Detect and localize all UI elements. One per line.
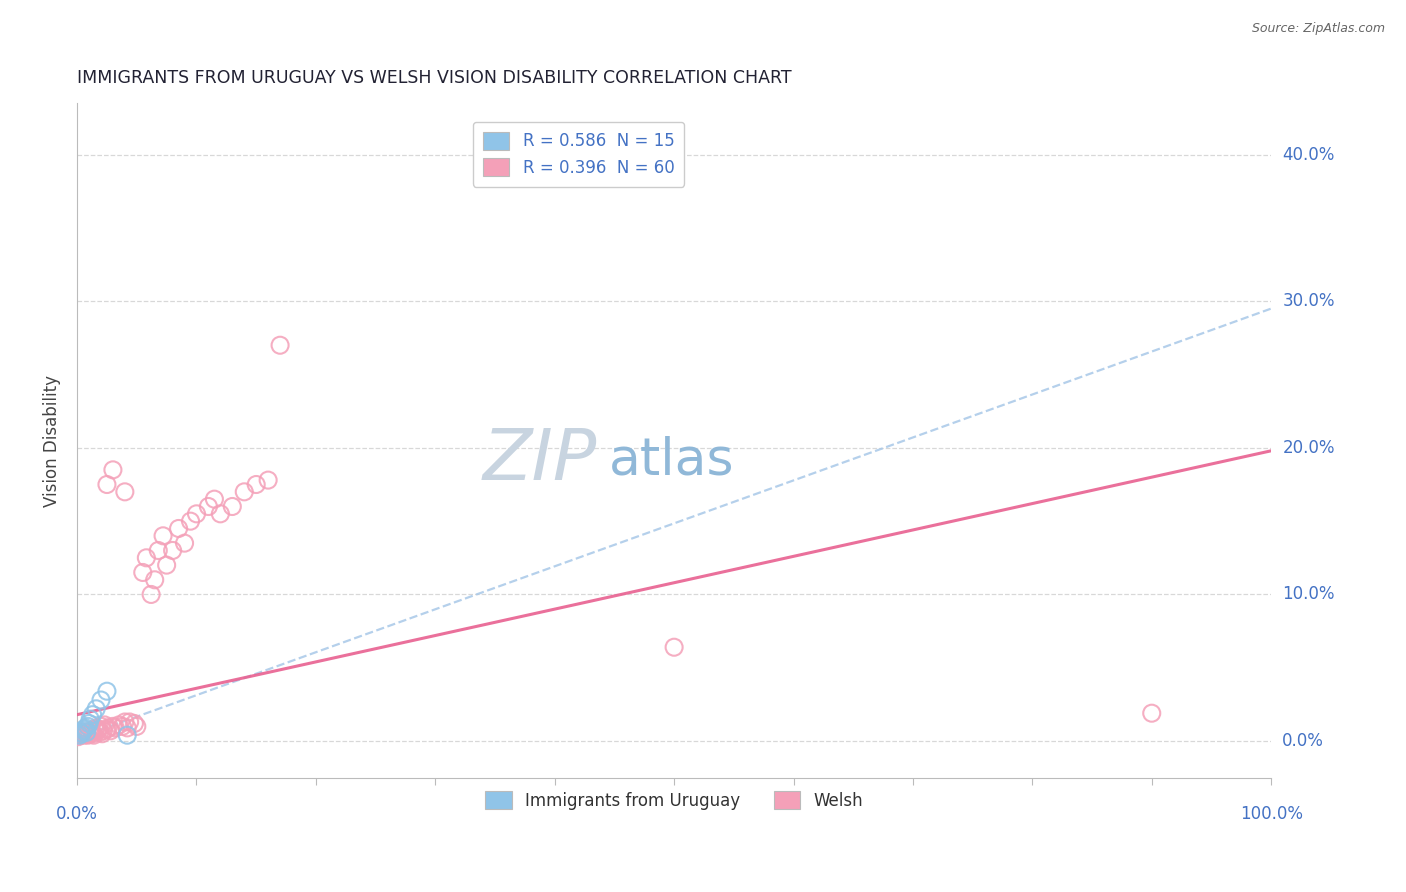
Text: 0.0%: 0.0% — [1282, 732, 1324, 750]
Point — [257, 473, 280, 487]
Legend: Immigrants from Uruguay, Welsh: Immigrants from Uruguay, Welsh — [475, 781, 873, 820]
Point — [73, 723, 96, 737]
Text: atlas: atlas — [609, 436, 734, 486]
Point — [90, 719, 112, 733]
Point — [69, 727, 91, 741]
Point — [82, 707, 104, 722]
Point — [84, 702, 107, 716]
Point — [93, 718, 115, 732]
Point — [156, 558, 179, 573]
Point — [100, 723, 122, 738]
Point — [202, 492, 225, 507]
Point — [67, 730, 90, 744]
Point — [152, 529, 174, 543]
Point — [148, 543, 170, 558]
Text: 30.0%: 30.0% — [1282, 293, 1334, 310]
Point — [76, 725, 98, 739]
Point — [87, 723, 110, 737]
Text: ZIP: ZIP — [482, 426, 596, 495]
Point — [104, 721, 127, 735]
Text: IMMIGRANTS FROM URUGUAY VS WELSH VISION DISABILITY CORRELATION CHART: IMMIGRANTS FROM URUGUAY VS WELSH VISION … — [77, 69, 792, 87]
Point — [114, 484, 136, 499]
Point — [75, 721, 97, 735]
Point — [76, 728, 98, 742]
Point — [69, 728, 91, 742]
Point — [139, 587, 162, 601]
Point — [96, 477, 118, 491]
Y-axis label: Vision Disability: Vision Disability — [44, 375, 60, 507]
Point — [76, 727, 98, 741]
Point — [1140, 706, 1163, 721]
Point — [97, 721, 120, 735]
Point — [132, 566, 155, 580]
Point — [76, 719, 98, 733]
Text: 10.0%: 10.0% — [1282, 585, 1334, 604]
Point — [125, 719, 148, 733]
Text: 40.0%: 40.0% — [1282, 145, 1334, 163]
Point — [79, 727, 101, 741]
Text: 0.0%: 0.0% — [56, 805, 98, 823]
Point — [101, 719, 124, 733]
Point — [77, 716, 100, 731]
Point — [69, 725, 91, 739]
Point — [79, 712, 101, 726]
Point — [662, 640, 685, 655]
Point — [167, 521, 190, 535]
Point — [84, 723, 107, 737]
Point — [91, 727, 114, 741]
Point — [96, 684, 118, 698]
Text: Source: ZipAtlas.com: Source: ZipAtlas.com — [1251, 22, 1385, 36]
Point — [233, 484, 256, 499]
Point — [75, 725, 97, 739]
Point — [101, 463, 124, 477]
Text: 20.0%: 20.0% — [1282, 439, 1334, 457]
Point — [209, 507, 232, 521]
Point — [115, 728, 138, 742]
Point — [186, 507, 208, 521]
Point — [73, 728, 96, 742]
Point — [96, 723, 118, 737]
Point — [269, 338, 291, 352]
Point — [82, 727, 104, 741]
Point — [245, 477, 267, 491]
Point — [173, 536, 195, 550]
Point — [111, 719, 134, 733]
Point — [72, 723, 94, 738]
Point — [77, 725, 100, 739]
Point — [143, 573, 166, 587]
Point — [124, 716, 146, 731]
Point — [83, 728, 105, 742]
Point — [180, 514, 202, 528]
Point — [70, 727, 93, 741]
Point — [69, 728, 91, 742]
Point — [108, 718, 131, 732]
Point — [118, 714, 141, 729]
Point — [221, 500, 243, 514]
Point — [84, 721, 107, 735]
Point — [135, 550, 157, 565]
Point — [86, 723, 108, 738]
Point — [162, 543, 184, 558]
Point — [115, 721, 138, 735]
Point — [114, 714, 136, 729]
Text: 100.0%: 100.0% — [1240, 805, 1302, 823]
Point — [93, 723, 115, 738]
Point — [90, 693, 112, 707]
Point — [80, 723, 103, 738]
Point — [70, 725, 93, 739]
Point — [72, 727, 94, 741]
Point — [89, 725, 111, 739]
Point — [197, 500, 219, 514]
